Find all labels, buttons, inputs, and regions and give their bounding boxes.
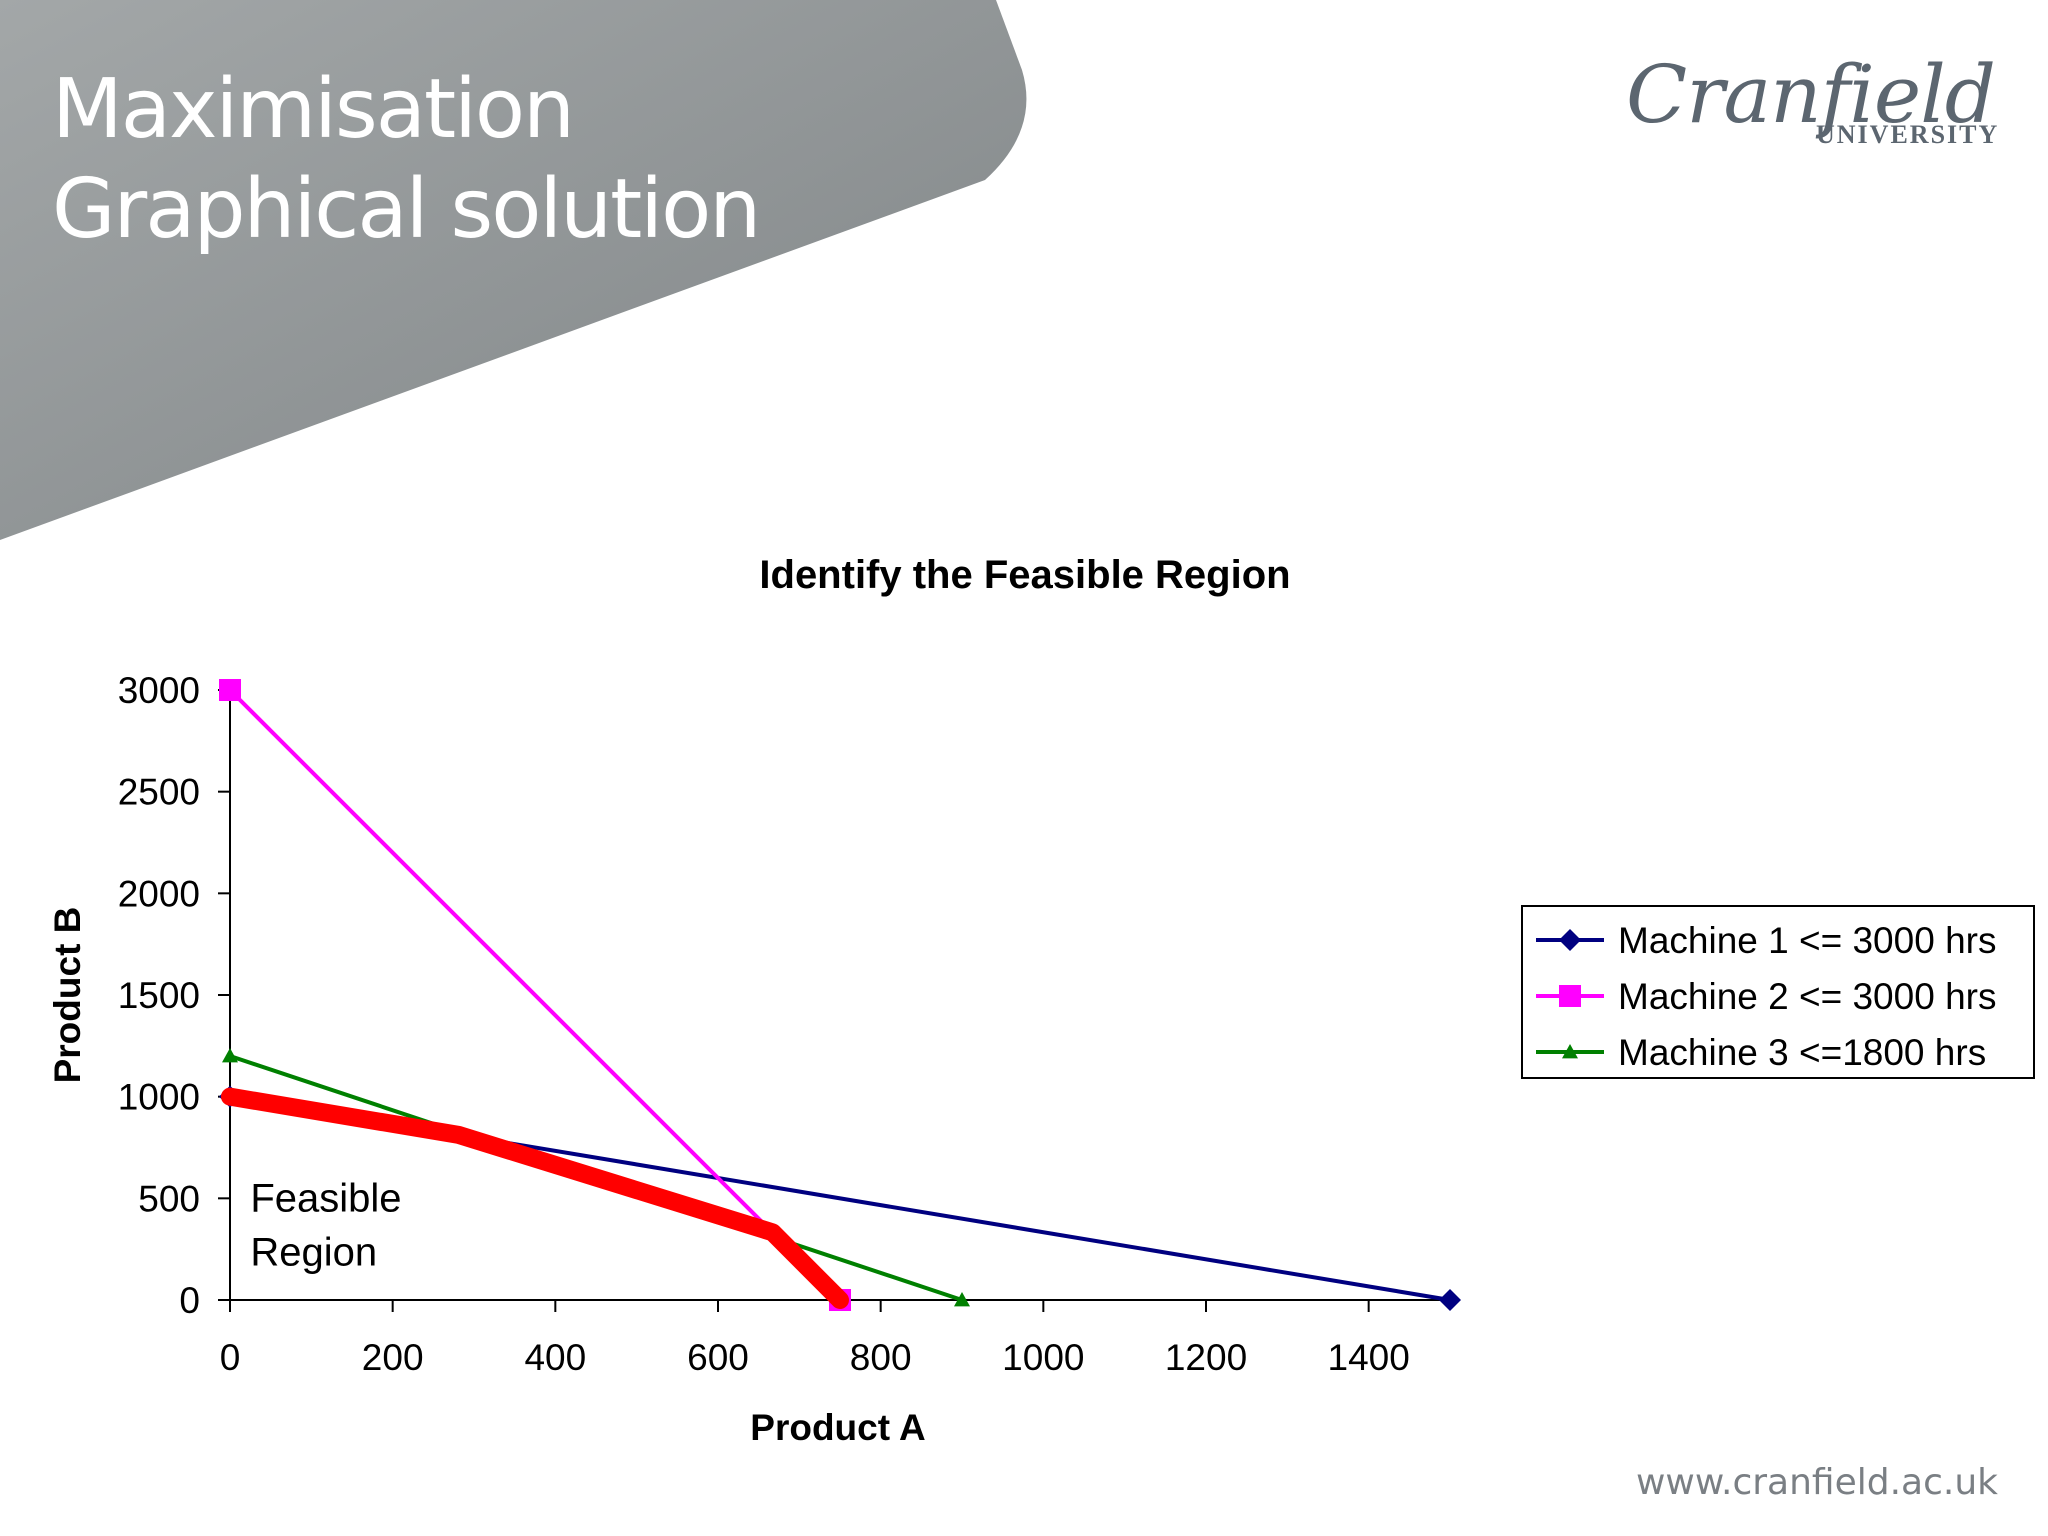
slide-title-line-1: Maximisation <box>52 62 575 157</box>
chart-legend: Machine 1 <= 3000 hrs Machine 2 <= 3000 h… <box>1521 905 2035 1079</box>
feasible-boundary-line <box>221 1087 849 1309</box>
y-tick-label: 500 <box>138 1178 200 1219</box>
logo-wordmark: Cranfield <box>1626 48 1996 141</box>
y-tick-label: 1500 <box>118 975 200 1016</box>
slide-title-line-2: Graphical solution <box>52 162 761 257</box>
legend-label: Machine 3 <=1800 hrs <box>1618 1032 1986 1073</box>
x-tick-label: 1200 <box>1165 1337 1247 1378</box>
data-point <box>219 679 241 701</box>
legend-item-machine-2-3000-hrs: Machine 2 <= 3000 hrs <box>1536 976 1996 1017</box>
data-point <box>1439 1289 1461 1311</box>
legend-label: Machine 1 <= 3000 hrs <box>1618 920 1996 961</box>
footer-url[interactable]: www.cranfield.ac.uk <box>1635 1462 1998 1503</box>
x-tick-label: 1000 <box>1002 1337 1084 1378</box>
x-axis-label: Product A <box>750 1407 925 1448</box>
legend-label: Machine 2 <= 3000 hrs <box>1618 976 1996 1017</box>
annotation-feasible-region: Feasible <box>250 1176 401 1220</box>
y-axis-label: Product B <box>47 907 88 1084</box>
data-point <box>222 1048 238 1063</box>
data-point <box>954 1292 970 1307</box>
legend-item-machine-3-1800-hrs: Machine 3 <=1800 hrs <box>1536 1032 1986 1073</box>
legend-marker <box>1559 929 1581 951</box>
feasible-boundary <box>221 1087 849 1309</box>
y-tick-label: 2000 <box>118 873 200 914</box>
y-axis-ticks: 0 500 1000 1500 2000 2500 3000 <box>118 670 230 1321</box>
x-tick-label: 400 <box>524 1337 586 1378</box>
annotation-layer: Feasible Region <box>250 1176 401 1274</box>
y-tick-label: 0 <box>179 1280 200 1321</box>
chart-title: Identify the Feasible Region <box>759 553 1290 597</box>
legend-marker <box>1562 1044 1578 1059</box>
legend-item-machine-1-3000-hrs: Machine 1 <= 3000 hrs <box>1536 920 1996 961</box>
cranfield-logo: Cranfield UNIVERSITY <box>1626 48 2006 158</box>
logo-subtitle: UNIVERSITY <box>1816 120 2000 149</box>
title-banner <box>0 0 1027 540</box>
annotation-feasible-region: Region <box>250 1230 377 1274</box>
y-tick-label: 1000 <box>118 1077 200 1118</box>
y-tick-label: 3000 <box>118 670 200 711</box>
x-tick-label: 1400 <box>1328 1337 1410 1378</box>
x-tick-label: 0 <box>220 1337 241 1378</box>
x-tick-label: 600 <box>687 1337 749 1378</box>
x-tick-label: 200 <box>362 1337 424 1378</box>
series-line <box>228 688 842 1302</box>
legend-box <box>1521 905 2035 1079</box>
legend-marker <box>1559 985 1581 1007</box>
y-tick-label: 2500 <box>118 772 200 813</box>
x-tick-label: 800 <box>850 1337 912 1378</box>
x-axis-ticks: 0 200 400 600 800 1000 1200 1400 <box>220 1300 1410 1378</box>
series-layer <box>219 679 1461 1311</box>
